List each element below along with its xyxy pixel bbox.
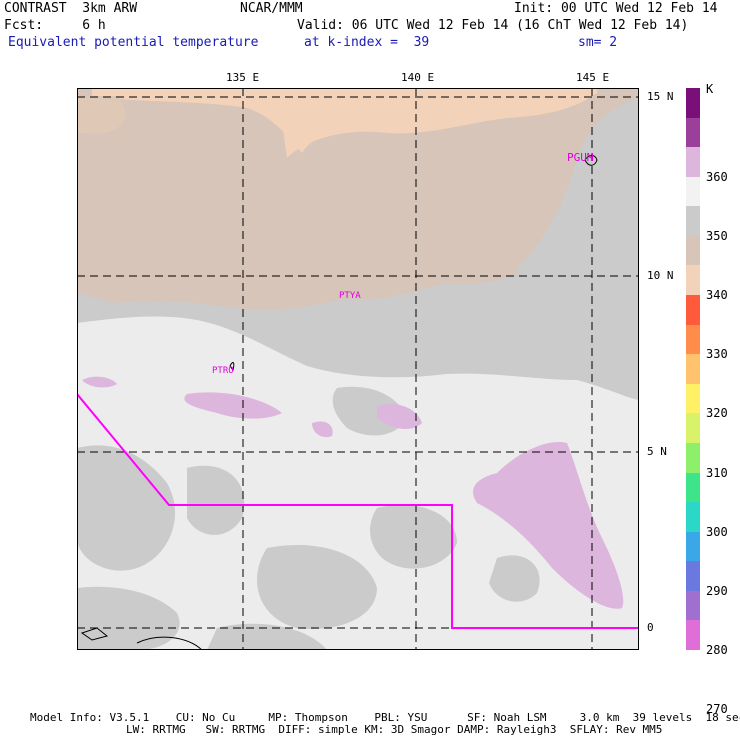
colorbar-swatch — [686, 206, 700, 237]
map-frame — [77, 88, 639, 650]
lat-label-10n: 10 N — [647, 269, 674, 282]
gray-patch-6 — [489, 555, 540, 602]
gray-patch-5 — [77, 586, 180, 650]
lavender-band-west — [184, 392, 282, 419]
palau-coast — [229, 362, 235, 372]
colorbar-tick-label: 300 — [706, 524, 728, 539]
colorbar-swatch — [686, 442, 700, 474]
forecast-hour: Fcst: 6 h — [4, 18, 106, 33]
gray-patch-7 — [207, 623, 327, 650]
inner-domain-boundary — [77, 393, 639, 629]
colorbar-tick-label: 330 — [706, 347, 728, 362]
model-info: Model Info: V3.5.1 CU: No Cu MP: Thompso… — [30, 711, 740, 724]
lat-label-0: 0 — [647, 621, 654, 634]
colorbar-unit: K — [706, 82, 714, 96]
png-coast — [136, 636, 203, 650]
lon-label-135: 135 E — [226, 71, 260, 84]
colorbar-tick-label: 270 — [706, 702, 728, 717]
colorbar-swatch — [686, 147, 700, 178]
lavender-blob-3 — [312, 421, 333, 438]
colorbar-swatch — [686, 590, 700, 621]
colorbar-swatch — [686, 561, 700, 592]
map-panel — [77, 88, 639, 650]
colorbar-swatch — [686, 324, 700, 355]
colorbar-tick-label: 360 — [706, 169, 728, 184]
colorbar-swatch — [686, 235, 700, 266]
lavender-blob-1 — [82, 376, 117, 388]
physics-info: LW: RRTMG SW: RRTMG DIFF: simple KM: 3D … — [126, 723, 663, 736]
institution: NCAR/MMM — [240, 1, 303, 16]
region-peach-center — [277, 88, 597, 158]
lon-label-140: 140 E — [401, 71, 435, 84]
island-coast-sw — [80, 627, 109, 641]
gray-patch-3 — [370, 504, 457, 569]
init-time: Init: 00 UTC Wed 12 Feb 14 — [514, 1, 718, 16]
colorbar-swatch — [686, 117, 700, 148]
lon-label-145: 145 E — [576, 71, 610, 84]
lavender-blob-2 — [377, 403, 422, 430]
gray-patch-1 — [187, 465, 245, 535]
colorbar-tick-label: 320 — [706, 406, 728, 421]
colorbar-tick-label: 340 — [706, 288, 728, 303]
colorbar-swatch — [686, 502, 700, 533]
region-350-east — [517, 98, 639, 388]
colorbar-swatch — [686, 176, 700, 207]
level-label: at k-index = 39 — [304, 35, 430, 50]
colorbar-tick-label: 350 — [706, 228, 728, 243]
gray-patch-sw — [77, 445, 176, 571]
lat-label-15n: 15 N — [647, 90, 674, 103]
station-label-ptya: PTYA — [339, 291, 361, 301]
lavender-region-southeast — [473, 442, 624, 609]
colorbar-swatch — [686, 383, 700, 414]
field-title: Equivalent potential temperature — [8, 35, 259, 50]
colorbar-tick-label: 290 — [706, 583, 728, 598]
colorbar-tick-label: 310 — [706, 465, 728, 480]
colorbar-swatch — [686, 88, 700, 119]
colorbar-swatch — [686, 531, 700, 562]
guam-coast — [584, 155, 598, 166]
lat-label-5n: 5 N — [647, 445, 667, 458]
colorbar-tick-label: 280 — [706, 643, 728, 657]
station-label-ptro: PTRO — [212, 366, 234, 376]
region-340 — [77, 88, 639, 310]
valid-time: Valid: 06 UTC Wed 12 Feb 14 (16 ChT Wed … — [297, 18, 689, 33]
colorbar-swatch — [686, 295, 700, 326]
colorbar-swatch — [686, 354, 700, 385]
smoothing-label: sm= 2 — [578, 35, 618, 50]
region-peach-west — [77, 96, 126, 134]
colorbar-swatch — [686, 472, 700, 503]
station-label-pgum: PGUM — [567, 151, 594, 164]
colorbar — [686, 88, 700, 651]
model-name: CONTRAST 3km ARW — [4, 1, 138, 16]
colorbar-swatch — [686, 265, 700, 296]
gray-patch-4 — [257, 544, 377, 629]
colorbar-swatch — [686, 620, 700, 651]
colorbar-swatch — [686, 413, 700, 444]
